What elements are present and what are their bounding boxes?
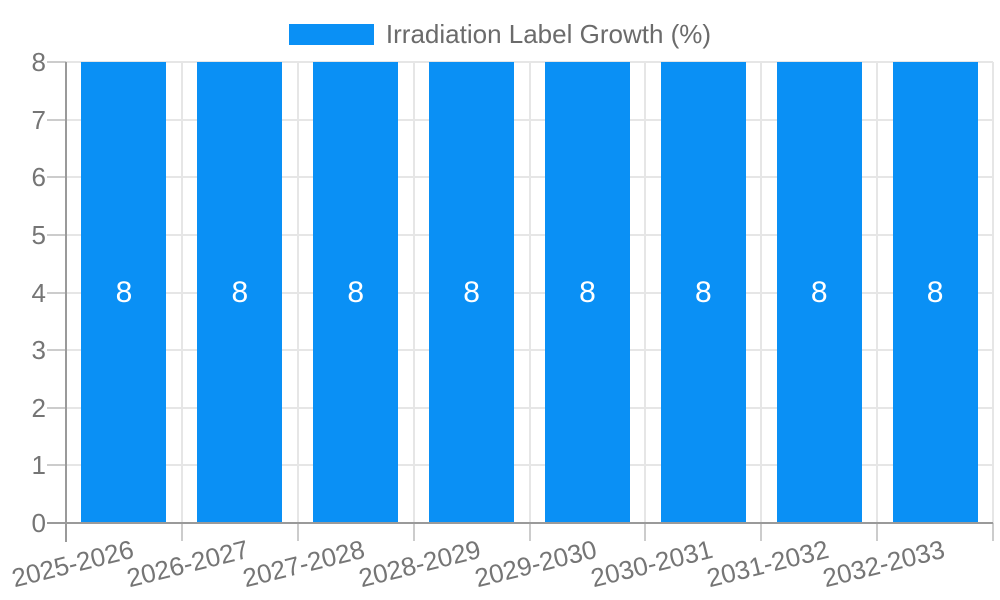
x-axis-label: 2026-2027	[124, 534, 253, 594]
v-gridline	[296, 62, 299, 523]
bar-value-label: 8	[926, 275, 944, 309]
x-tick-mark	[876, 523, 879, 541]
v-gridline	[760, 62, 763, 523]
v-gridline	[528, 62, 531, 523]
x-axis-label: 2025-2026	[8, 534, 137, 594]
y-axis-line	[65, 62, 67, 542]
y-tick-mark	[47, 406, 66, 409]
bar-value-label: 8	[463, 275, 480, 309]
y-axis-label: 0	[31, 508, 46, 538]
x-axis-label: 2029-2030	[471, 534, 600, 594]
x-axis-label: 2031-2032	[703, 534, 832, 594]
y-tick-mark	[47, 61, 66, 63]
x-axis-label: 2032-2033	[819, 534, 948, 594]
x-tick-mark	[296, 523, 299, 541]
bar: 8	[892, 62, 978, 523]
bar: 8	[544, 62, 630, 523]
bar-value-label: 8	[810, 275, 828, 309]
v-gridline	[412, 62, 415, 523]
y-axis-label: 7	[31, 104, 46, 135]
y-axis-label: 8	[31, 47, 46, 77]
x-axis-line	[66, 522, 993, 524]
y-axis-label: 1	[31, 450, 46, 481]
x-axis-label: 2027-2028	[240, 534, 368, 594]
bar: 8	[313, 62, 399, 523]
v-gridline	[876, 62, 879, 523]
bar-value-label: 8	[347, 275, 365, 309]
x-tick-mark	[180, 523, 183, 541]
x-axis-label: 2028-2029	[355, 534, 484, 594]
y-axis-label: 3	[31, 335, 46, 366]
legend: Irradiation Label Growth (%)	[0, 21, 1000, 47]
bar: 8	[81, 62, 167, 523]
bar: 8	[197, 62, 283, 523]
x-tick-mark	[644, 523, 647, 541]
bar-value-label: 8	[231, 275, 249, 309]
y-tick-mark	[47, 233, 66, 236]
x-tick-mark	[412, 523, 415, 541]
y-tick-mark	[47, 176, 66, 179]
bar: 8	[429, 62, 515, 523]
y-tick-mark	[47, 291, 66, 294]
v-gridline	[644, 62, 647, 523]
bar-value-label: 8	[115, 275, 133, 309]
legend-swatch	[288, 23, 374, 45]
bar-value-label: 8	[579, 275, 596, 309]
bar: 8	[660, 62, 746, 523]
y-axis-label: 4	[31, 277, 46, 308]
y-axis-label: 2	[31, 392, 46, 423]
bar: 8	[776, 62, 862, 523]
x-axis-label: 2030-2031	[587, 534, 716, 594]
y-tick-mark	[47, 349, 66, 352]
x-tick-mark	[528, 523, 531, 541]
y-tick-mark	[47, 522, 66, 524]
x-tick-mark	[992, 523, 994, 541]
y-tick-mark	[47, 464, 66, 467]
v-gridline	[992, 62, 994, 523]
y-tick-mark	[47, 118, 66, 121]
bar-value-label: 8	[694, 275, 712, 309]
legend-label: Irradiation Label Growth (%)	[385, 19, 712, 49]
v-gridline	[180, 62, 183, 523]
x-tick-mark	[760, 523, 763, 541]
y-axis-label: 5	[31, 219, 46, 250]
y-axis-label: 6	[31, 162, 46, 193]
